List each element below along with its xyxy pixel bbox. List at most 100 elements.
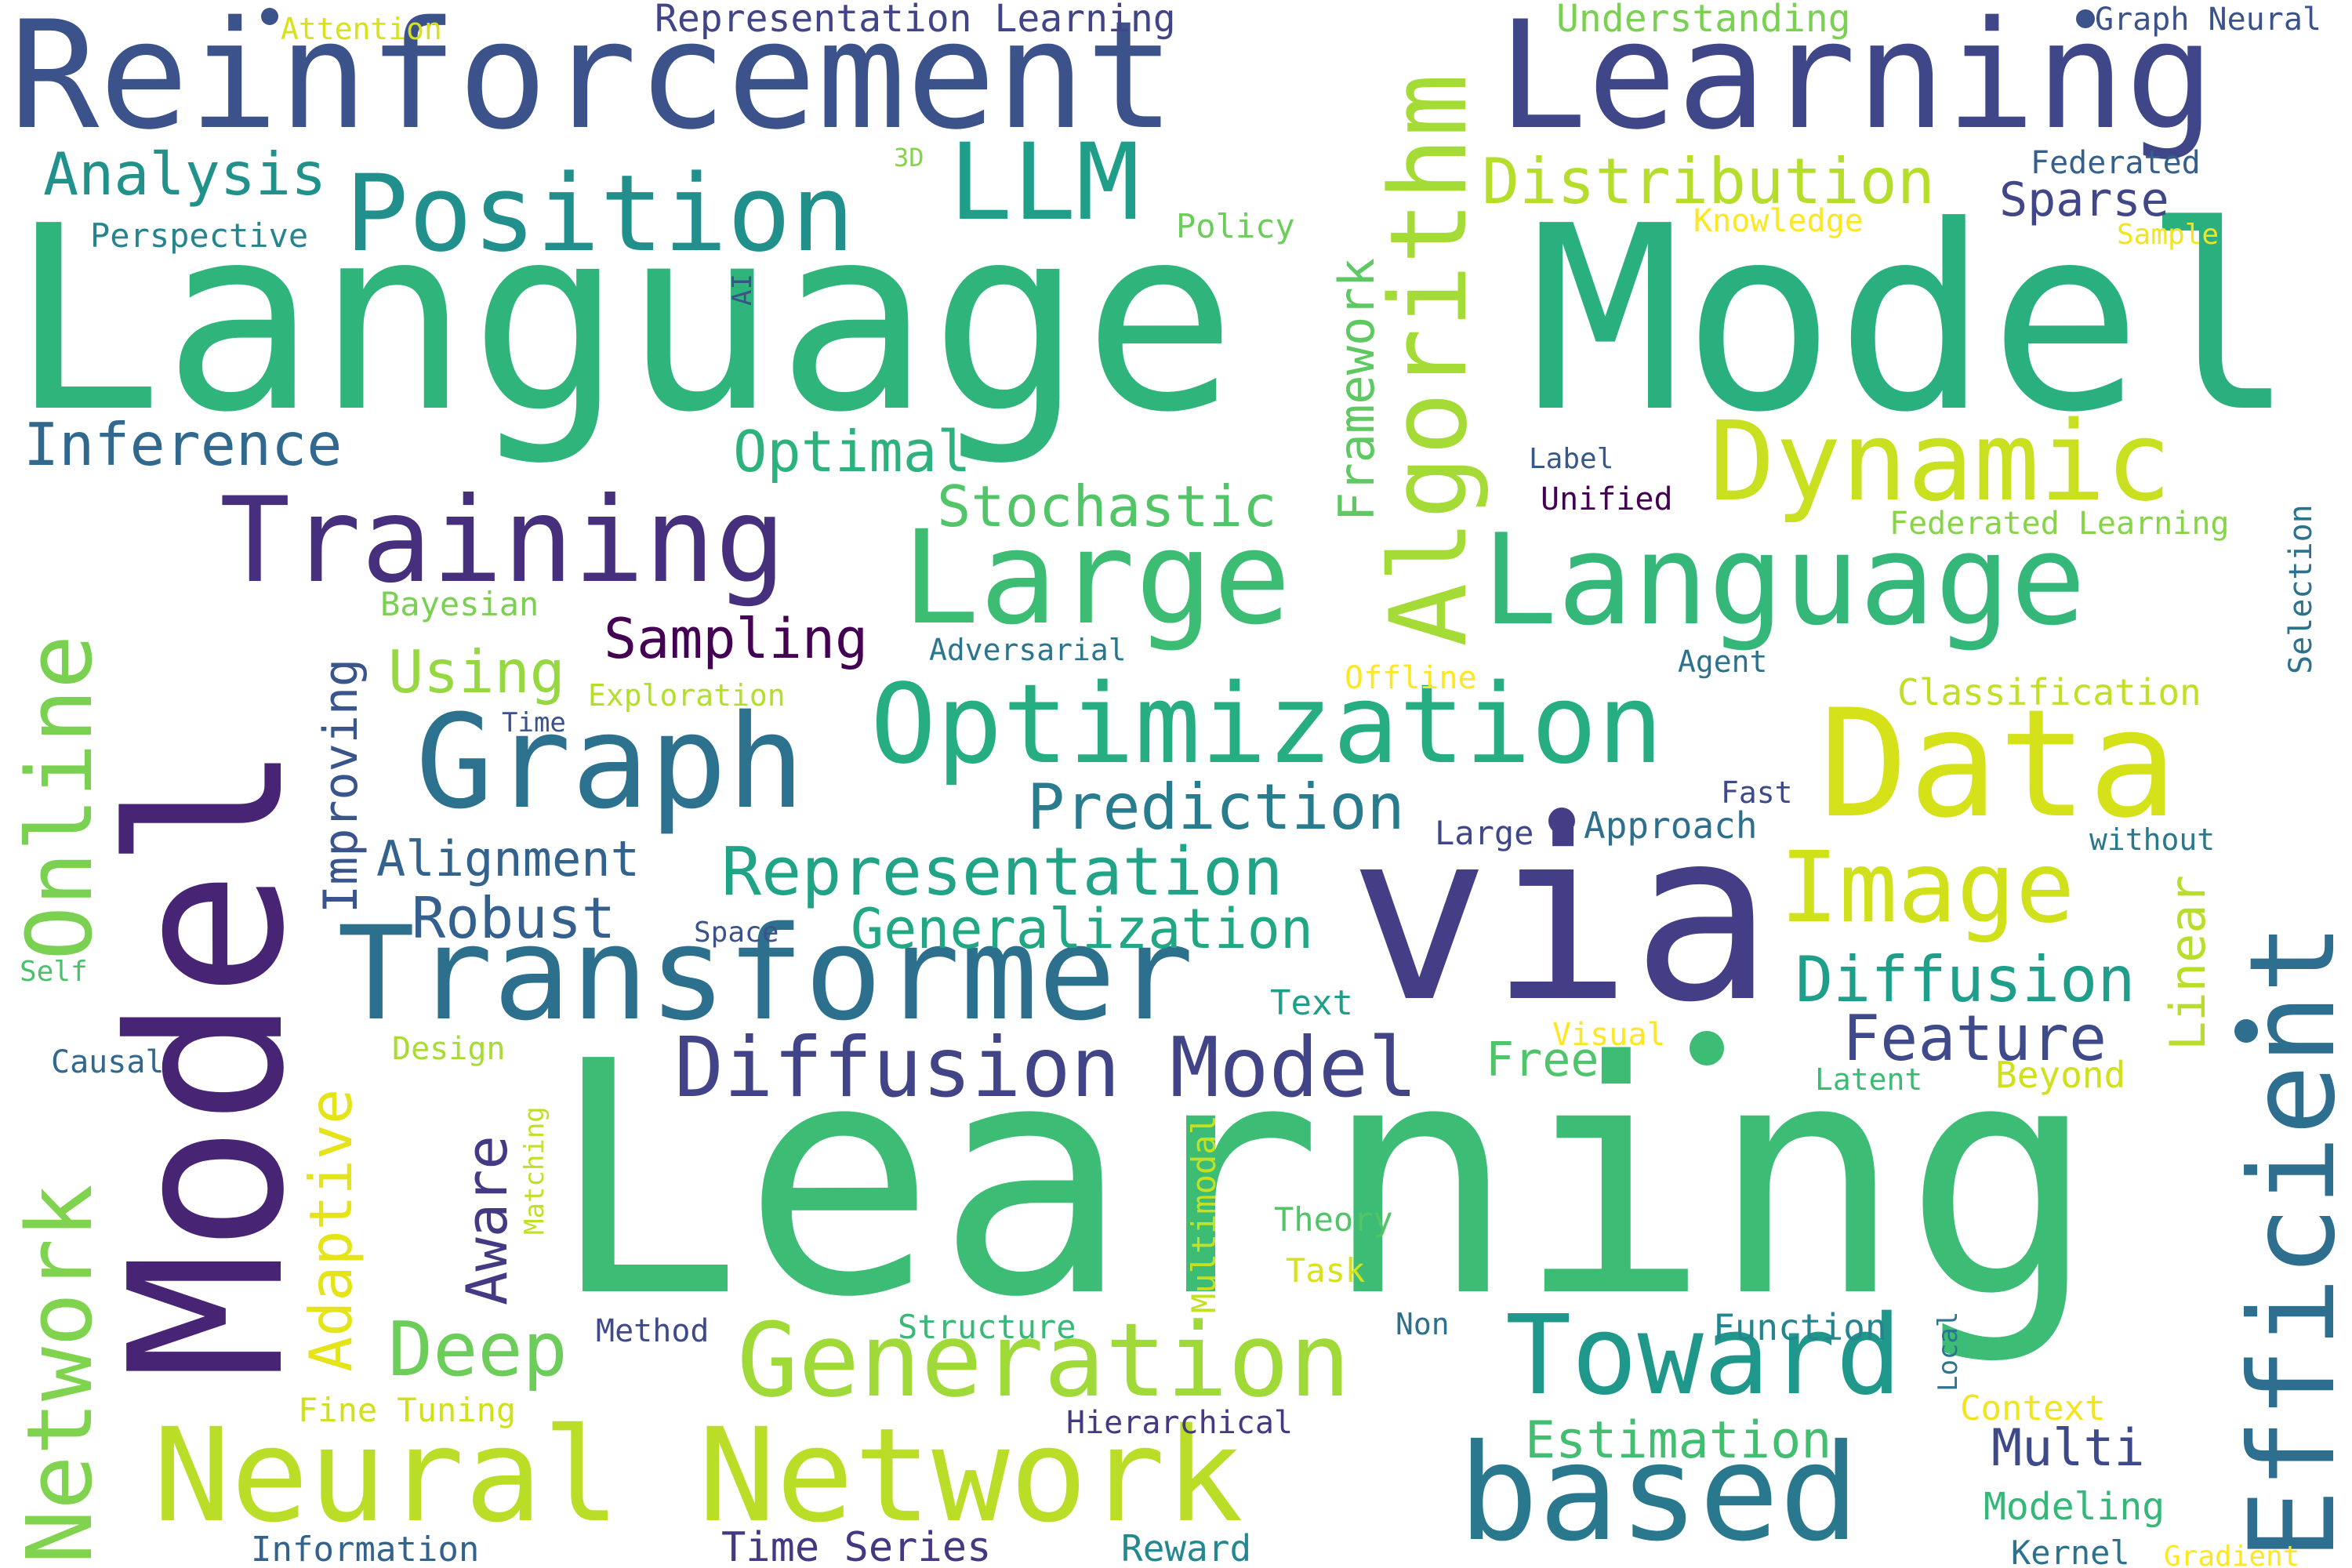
word-efficient: Efficient: [2225, 923, 2352, 1560]
word-model-main: Model: [1529, 171, 2296, 468]
word-image: Image: [1780, 831, 2075, 945]
word-algorithm: Algorithm: [1367, 73, 1490, 648]
word-offline: Offline: [1345, 660, 1477, 696]
word-deep: Deep: [388, 1307, 568, 1393]
word-diffusion: Diffusion: [1795, 943, 2136, 1016]
word-diffusion-model: Diffusion Model: [674, 1020, 1418, 1116]
word-estimation: Estimation: [1525, 1411, 1832, 1470]
word-exploration: Exploration: [588, 678, 786, 713]
word-federated-learning: Federated Learning: [1889, 506, 2230, 542]
word-label: Label: [1529, 443, 1614, 475]
word-gradient: Gradient: [2164, 1541, 2300, 1568]
word-approach: Approach: [1584, 804, 1758, 847]
word-text: Text: [1270, 983, 1353, 1023]
word-design: Design: [392, 1031, 506, 1067]
word-attention: Attention: [281, 12, 442, 46]
word-data: Data: [1819, 677, 2178, 851]
word-optimal: Optimal: [733, 419, 971, 485]
word-multimodal: Multimodal: [1185, 1115, 1223, 1313]
word-time: Time: [502, 707, 566, 739]
word-neural-network: Neural Network: [153, 1400, 1243, 1551]
word-3d: 3D: [894, 143, 924, 172]
word-reinforcement: Reinforcement: [9, 0, 1176, 162]
word-knowledge: Knowledge: [1693, 203, 1864, 239]
word-latent: Latent: [1815, 1062, 1923, 1097]
word-robust: Robust: [412, 885, 616, 951]
word-function: Function: [1713, 1306, 1887, 1348]
word-representation: Representation: [721, 833, 1283, 911]
word-information: Information: [251, 1530, 480, 1568]
word-using: Using: [388, 637, 565, 706]
word-learning-top: Learning: [1497, 0, 2216, 162]
dot-fragment: [2076, 9, 2095, 28]
word-theory: Theory: [1274, 1200, 1393, 1239]
word-sample: Sample: [2117, 219, 2220, 251]
word-training: Training: [220, 473, 786, 609]
word-graph: Graph: [416, 687, 805, 837]
word-linear: Linear: [2159, 875, 2216, 1051]
word-federated: Federated: [2031, 145, 2201, 181]
word-learning-main: Learning: [549, 993, 2097, 1367]
word-language-main: Language: [9, 171, 1237, 468]
word-distribution: Distribution: [1482, 145, 1935, 218]
word-context: Context: [1960, 1388, 2106, 1428]
word-selection: Selection: [2283, 504, 2319, 674]
word-feature: Feature: [1842, 1002, 2107, 1075]
word-understanding: Understanding: [1556, 0, 1851, 41]
word-fast: Fast: [1721, 775, 1793, 810]
word-aware: Aware: [454, 1135, 520, 1305]
word-task: Task: [1286, 1251, 1366, 1290]
word-position: Position: [345, 152, 855, 275]
word-inference: Inference: [24, 410, 343, 479]
word-unified: Unified: [1541, 481, 1673, 517]
word-perspective: Perspective: [90, 216, 309, 255]
word-policy: Policy: [1176, 207, 1295, 245]
word-kernel: Kernel: [2011, 1534, 2130, 1568]
word-toward: Toward: [1505, 1292, 1902, 1420]
word-method: Method: [596, 1313, 710, 1349]
word-hierarchical: Hierarchical: [1066, 1405, 1293, 1441]
word-agent: Agent: [1678, 644, 1768, 679]
word-visual: Visual: [1552, 1017, 1666, 1053]
word-time-series: Time Series: [721, 1524, 992, 1568]
dot-fragment: [2234, 1019, 2258, 1043]
word-online: Online: [8, 634, 113, 960]
word-large-small: Large: [1435, 814, 1534, 852]
word-causal: Causal: [51, 1044, 165, 1080]
word-improving: Improving: [314, 658, 368, 913]
word-optimization: Optimization: [870, 661, 1664, 789]
word-matching: Matching: [519, 1106, 550, 1235]
word-classification: Classification: [1897, 671, 2201, 713]
word-fine-tuning: Fine Tuning: [298, 1391, 517, 1429]
word-representation-learning: Representation Learning: [655, 0, 1176, 41]
word-stochastic: Stochastic: [937, 474, 1277, 539]
word-alignment: Alignment: [376, 830, 640, 887]
dot-fragment: [1548, 808, 1575, 834]
word-self: Self: [20, 956, 88, 988]
word-sparse: Sparse: [1999, 172, 2169, 227]
word-based: based: [1458, 1416, 1860, 1568]
word-generalization: Generalization: [851, 897, 1314, 961]
word-free: Free: [1486, 1033, 1599, 1087]
word-ai: AI: [727, 274, 758, 306]
word-large: Large: [902, 503, 1291, 653]
word-modeling: Modeling: [1984, 1485, 2165, 1529]
word-generation: Generation: [737, 1301, 1351, 1420]
word-without: without: [2089, 822, 2216, 857]
word-analysis: Analysis: [43, 140, 327, 209]
word-beyond: Beyond: [1995, 1054, 2126, 1096]
word-local: Local: [1933, 1311, 1964, 1392]
word-language-secondary: Language: [1482, 506, 2086, 653]
word-network: Network: [8, 1184, 113, 1564]
word-prediction: Prediction: [1027, 771, 1405, 844]
word-sampling: Sampling: [604, 607, 869, 671]
word-framework: Framework: [1328, 258, 1385, 521]
word-transformer: Transformer: [337, 898, 1194, 1049]
dot-fragment: [261, 8, 278, 25]
word-reward: Reward: [1121, 1527, 1252, 1568]
word-graph-neural: Graph Neural: [2095, 2, 2321, 38]
word-llm: LLM: [949, 121, 1140, 244]
word-non: Non: [1396, 1307, 1450, 1341]
word-structure: Structure: [898, 1308, 1076, 1346]
